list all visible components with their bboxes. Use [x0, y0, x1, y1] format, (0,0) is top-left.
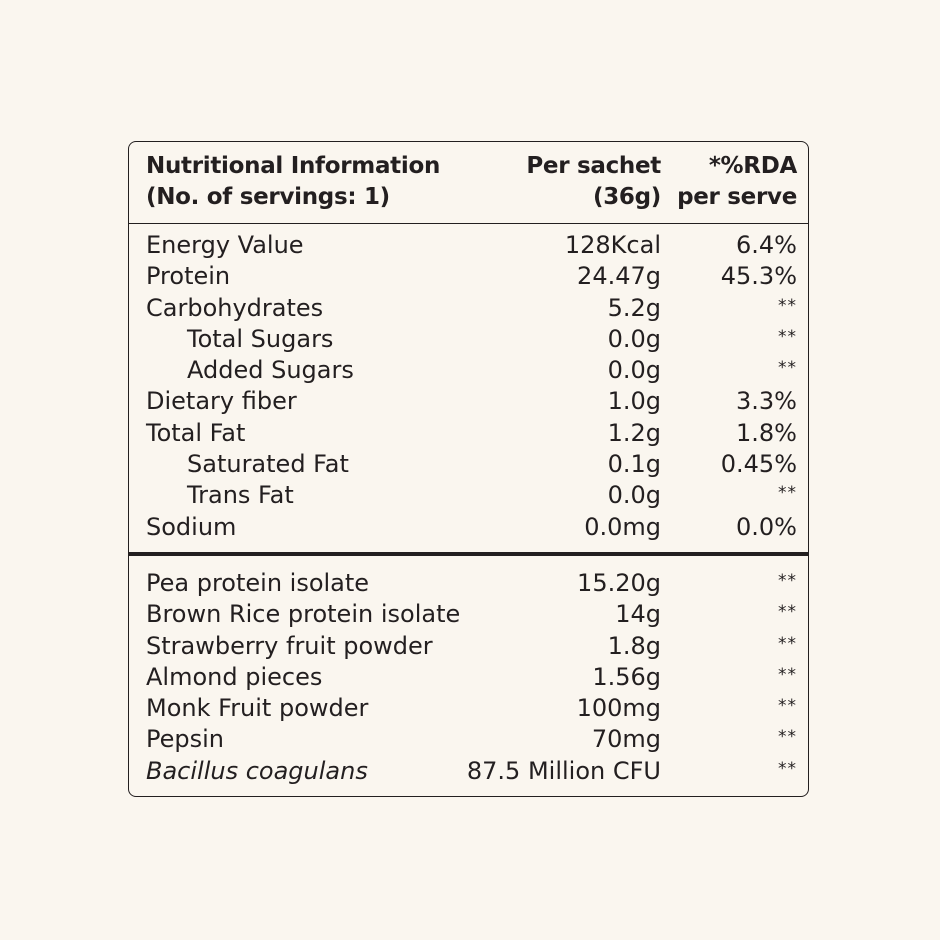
row-name: Bacillus coagulans [146, 756, 368, 785]
row-amount: 24.47g [577, 262, 661, 291]
row-amount: 15.20g [577, 569, 661, 597]
row-amount: 5.2g [607, 293, 661, 322]
row-amount: 0.0g [607, 356, 661, 385]
table-row: Strawberry fruit powder 1.8g ** [129, 631, 808, 662]
row-name: Strawberry fruit powder [146, 631, 433, 660]
table-row: Saturated Fat 0.1g 0.45% [129, 449, 808, 480]
table-row: Sodium 0.0mg 0.0% [129, 512, 808, 543]
row-name: Energy Value [146, 231, 304, 259]
table-row: Total Fat 1.2g 1.8% [129, 418, 808, 449]
table-row: Added Sugars 0.0g ** [129, 355, 808, 386]
table-row: Pepsin 70mg ** [129, 724, 808, 755]
row-name: Brown Rice protein isolate [146, 600, 461, 629]
row-rda: ** [778, 358, 797, 379]
table-row: Bacillus coagulans 87.5 Million CFU ** [129, 756, 808, 787]
ingredients-section: Pea protein isolate 15.20g ** Brown Rice… [129, 568, 808, 787]
row-name: Pepsin [146, 725, 224, 754]
nutrition-table: Nutritional Information (No. of servings… [128, 141, 809, 797]
section-divider [129, 552, 808, 556]
row-name: Dietary fiber [146, 387, 297, 416]
table-row: Pea protein isolate 15.20g ** [129, 568, 808, 599]
row-rda: 0.0% [736, 512, 797, 541]
row-name: Total Fat [146, 418, 246, 447]
table-row: Total Sugars 0.0g ** [129, 324, 808, 355]
row-name: Pea protein isolate [146, 569, 370, 597]
row-rda: 0.45% [720, 450, 797, 479]
header-title-line2: (No. of servings: 1) [146, 184, 390, 210]
row-rda: ** [778, 571, 797, 591]
row-amount: 87.5 Million CFU [466, 756, 661, 785]
table-row: Brown Rice protein isolate 14g ** [129, 599, 808, 630]
row-name: Monk Fruit powder [146, 694, 369, 723]
row-rda: ** [778, 664, 797, 685]
row-name: Almond pieces [146, 662, 323, 691]
row-amount: 70mg [591, 725, 661, 754]
header-title-line1: Nutritional Information [146, 153, 441, 179]
header-amount-line2: (36g) [593, 184, 661, 210]
row-name: Saturated Fat [187, 450, 349, 479]
table-row: Protein 24.47g 45.3% [129, 261, 808, 292]
row-name: Total Sugars [187, 324, 334, 353]
row-rda: 1.8% [736, 418, 797, 447]
nutrients-section: Energy Value 128Kcal 6.4% Protein 24.47g… [129, 230, 808, 543]
row-name: Carbohydrates [146, 293, 324, 322]
header-amount-line1: Per sachet [526, 153, 661, 179]
row-amount: 128Kcal [564, 231, 661, 259]
header-amount: Per sachet (36g) [526, 151, 661, 213]
row-rda: 3.3% [736, 387, 797, 416]
row-amount: 1.56g [592, 662, 661, 691]
row-name: Sodium [146, 512, 237, 541]
row-amount: 0.0mg [584, 512, 661, 541]
row-rda: ** [778, 326, 797, 347]
row-name: Trans Fat [187, 481, 294, 510]
row-name: Protein [146, 262, 231, 291]
row-rda: 45.3% [720, 262, 797, 291]
row-amount: 1.0g [607, 387, 661, 416]
row-rda: ** [778, 633, 797, 654]
table-row: Monk Fruit powder 100mg ** [129, 693, 808, 724]
row-rda: ** [778, 696, 797, 717]
table-row: Trans Fat 0.0g ** [129, 480, 808, 511]
table-row: Dietary fiber 1.0g 3.3% [129, 386, 808, 417]
table-row: Almond pieces 1.56g ** [129, 662, 808, 693]
row-amount: 14g [615, 600, 661, 629]
row-rda: ** [778, 727, 797, 748]
row-amount: 1.8g [607, 631, 661, 660]
table-row: Energy Value 128Kcal 6.4% [129, 230, 808, 261]
row-amount: 100mg [576, 694, 661, 723]
header-rda-line2: per serve [677, 184, 797, 210]
row-amount: 1.2g [607, 418, 661, 447]
row-rda: ** [778, 602, 797, 623]
row-name: Added Sugars [187, 356, 354, 385]
row-amount: 0.0g [607, 481, 661, 510]
row-rda: 6.4% [736, 231, 797, 259]
row-amount: 0.0g [607, 324, 661, 353]
header-rda: *%RDA per serve [677, 151, 797, 213]
table-header: Nutritional Information (No. of servings… [129, 142, 808, 224]
header-title: Nutritional Information (No. of servings… [146, 151, 440, 213]
row-rda: ** [778, 758, 797, 779]
row-rda: ** [778, 295, 797, 316]
header-rda-line1: *%RDA [708, 153, 797, 179]
row-amount: 0.1g [607, 450, 661, 479]
row-rda: ** [778, 483, 797, 504]
table-row: Carbohydrates 5.2g ** [129, 293, 808, 324]
